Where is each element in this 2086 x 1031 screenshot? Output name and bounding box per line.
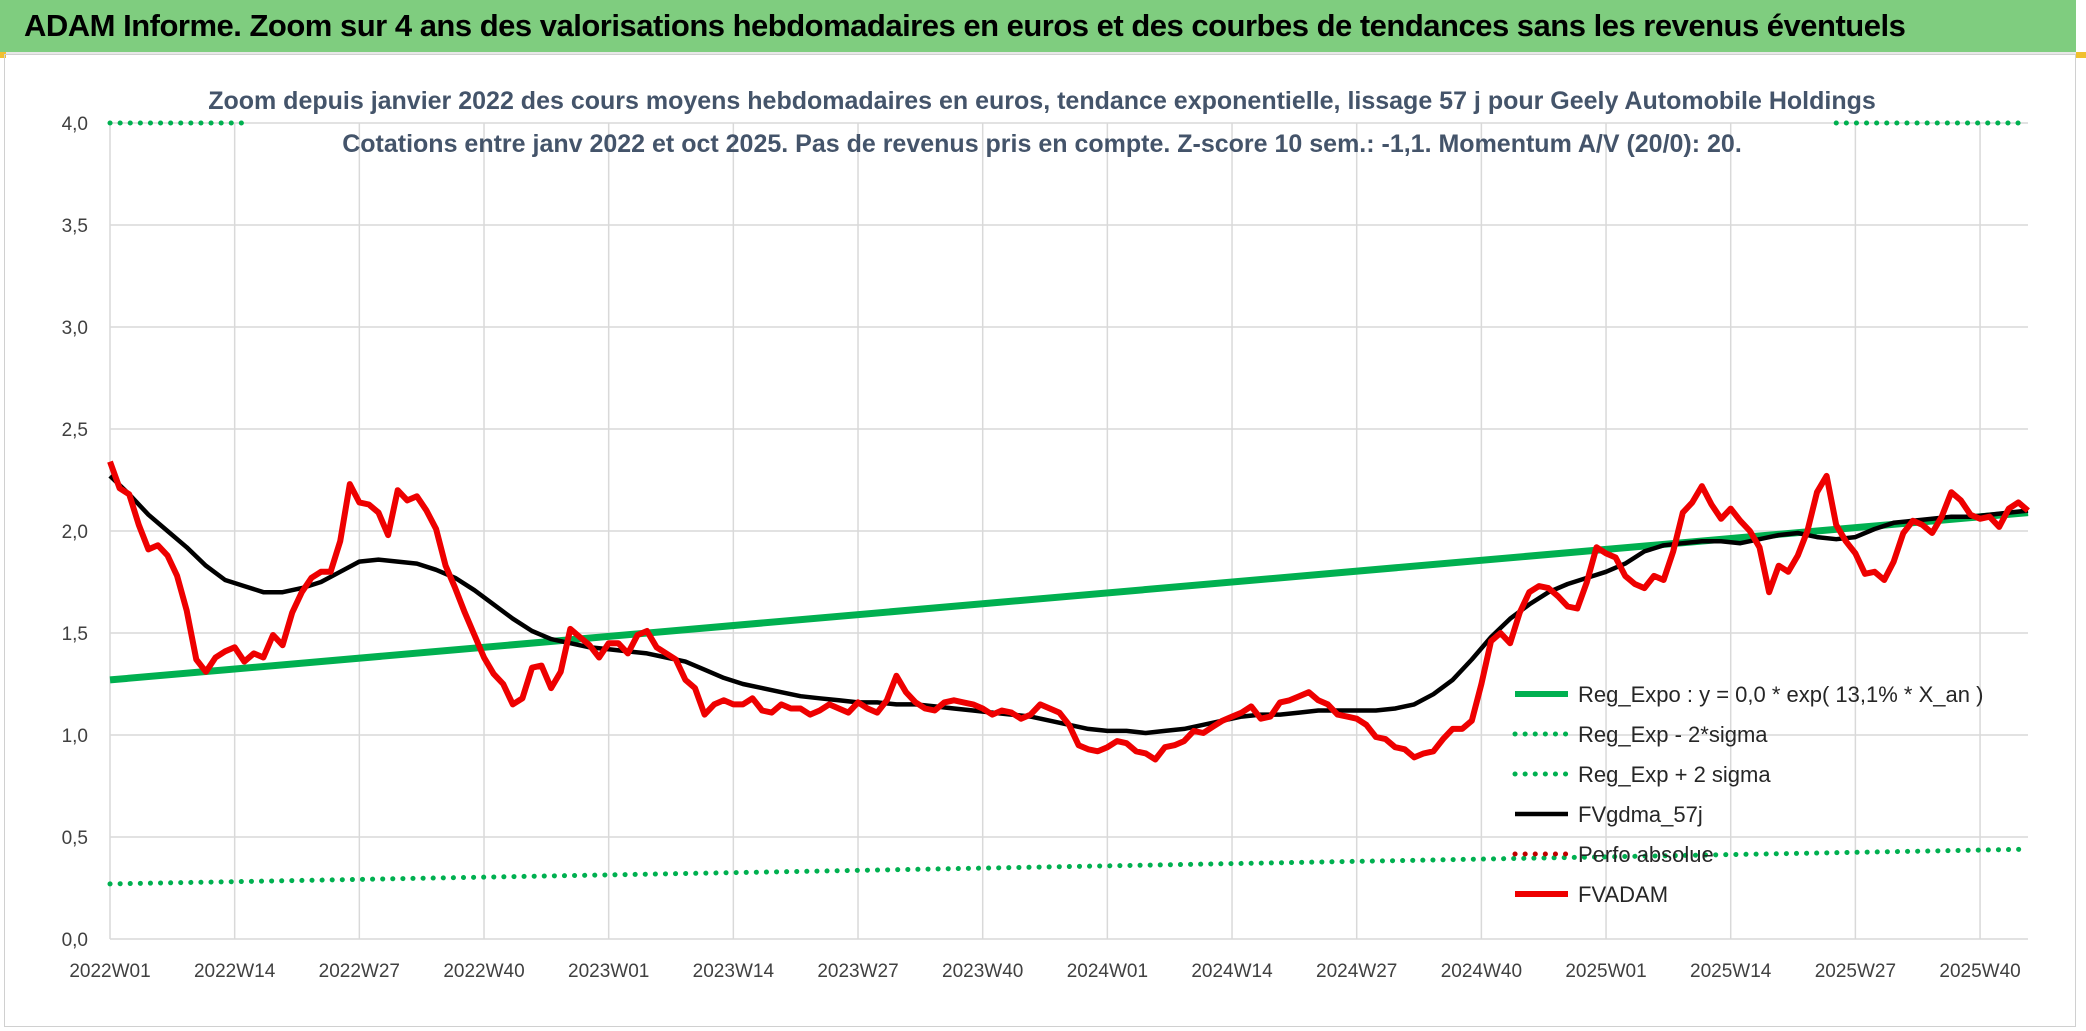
y-tick-label: 3,0	[62, 318, 88, 339]
x-tick-label: 2025W01	[1565, 961, 1646, 982]
x-tick-label: 2022W01	[69, 961, 150, 982]
legend-label-2: Reg_Exp + 2 sigma	[1578, 762, 1771, 787]
y-tick-label: 0,5	[62, 828, 88, 849]
x-tick-label: 2022W27	[319, 961, 400, 982]
x-tick-label: 2025W40	[1939, 961, 2020, 982]
banner-corner-right	[2076, 52, 2086, 58]
x-axis-ticks: 2022W01 2022W14 2022W27 2022W40 2023W01 2023W…	[69, 961, 2020, 982]
y-tick-label: 1,0	[62, 726, 88, 747]
x-tick-label: 2024W14	[1191, 961, 1273, 982]
x-tick-label: 2024W27	[1316, 961, 1397, 982]
grid	[109, 122, 2028, 940]
x-tick-label: 2025W27	[1815, 961, 1896, 982]
legend-label-4: Perfo absolue	[1578, 842, 1714, 867]
chart-frame	[4, 54, 2076, 1027]
banner-corner-left	[0, 52, 6, 58]
y-tick-label: 2,0	[62, 522, 88, 543]
legend-label-1: Reg_Exp - 2*sigma	[1578, 722, 1768, 747]
x-tick-label: 2024W01	[1067, 961, 1148, 982]
series-line-0	[109, 509, 2029, 684]
series-line-5	[107, 460, 2030, 763]
y-tick-label: 0,0	[62, 930, 88, 951]
y-tick-label: 2,5	[62, 420, 88, 441]
x-tick-label: 2023W40	[942, 961, 1023, 982]
page-title: ADAM Informe. Zoom sur 4 ans des valoris…	[24, 8, 1906, 43]
page-banner: ADAM Informe. Zoom sur 4 ans des valoris…	[0, 0, 2076, 54]
chart-title-line2: Cotations entre janv 2022 et oct 2025. P…	[342, 130, 1742, 158]
x-tick-label: 2022W40	[443, 961, 524, 982]
legend-label-5: FVADAM	[1578, 882, 1668, 907]
x-tick-label: 2023W14	[693, 961, 775, 982]
legend: Reg_Expo : y = 0,0 * exp( 13,1% * X_an )…	[1512, 682, 1983, 907]
y-axis-ticks: 0,0 0,5 1,0 1,5 2,0 2,5 3,0 3,5 4,0	[62, 114, 88, 951]
x-tick-label: 2022W14	[194, 961, 276, 982]
legend-label-3: FVgdma_57j	[1578, 802, 1703, 827]
series-line-1	[107, 846, 2031, 887]
y-tick-label: 1,5	[62, 624, 88, 645]
x-tick-label: 2025W14	[1690, 961, 1772, 982]
x-tick-label: 2023W27	[817, 961, 898, 982]
y-tick-label: 4,0	[62, 114, 88, 135]
legend-label-0: Reg_Expo : y = 0,0 * exp( 13,1% * X_an )	[1578, 682, 1983, 707]
x-tick-label: 2023W01	[568, 961, 649, 982]
series-lines	[107, 120, 2031, 887]
x-tick-label: 2024W40	[1441, 961, 1522, 982]
chart-title-line1: Zoom depuis janvier 2022 des cours moyen…	[208, 87, 1876, 115]
y-tick-label: 3,5	[62, 216, 88, 237]
